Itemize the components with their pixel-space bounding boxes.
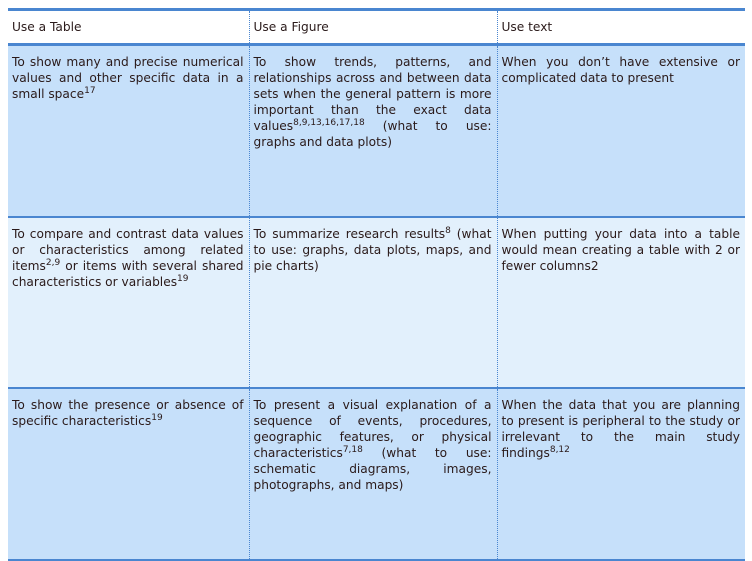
header-use-table: Use a Table bbox=[8, 8, 249, 46]
table-row: To compare and contrast data values or c… bbox=[8, 217, 745, 389]
table-figure-text-guide: Use a Table Use a Figure Use text To sho… bbox=[8, 8, 745, 561]
header-use-figure: Use a Figure bbox=[248, 8, 497, 46]
cell: To present a visual explanation of a seq… bbox=[248, 388, 497, 561]
cell: When putting your data into a table woul… bbox=[496, 217, 745, 389]
cell: To show trends, patterns, and relationsh… bbox=[248, 44, 497, 218]
cell: To show many and precise numerical value… bbox=[8, 44, 249, 218]
cell: When you don’t have extensive or complic… bbox=[496, 44, 745, 218]
cell: To summarize research results8 (what to … bbox=[248, 217, 497, 389]
table-row: To show the presence or absence of speci… bbox=[8, 388, 745, 561]
header-use-text: Use text bbox=[496, 8, 745, 46]
table-row: To show many and precise numerical value… bbox=[8, 44, 745, 218]
cell: To compare and contrast data values or c… bbox=[8, 217, 249, 389]
cell: When the data that you are planning to p… bbox=[496, 388, 745, 561]
cell: To show the presence or absence of speci… bbox=[8, 388, 249, 561]
header-row: Use a Table Use a Figure Use text bbox=[8, 8, 745, 46]
